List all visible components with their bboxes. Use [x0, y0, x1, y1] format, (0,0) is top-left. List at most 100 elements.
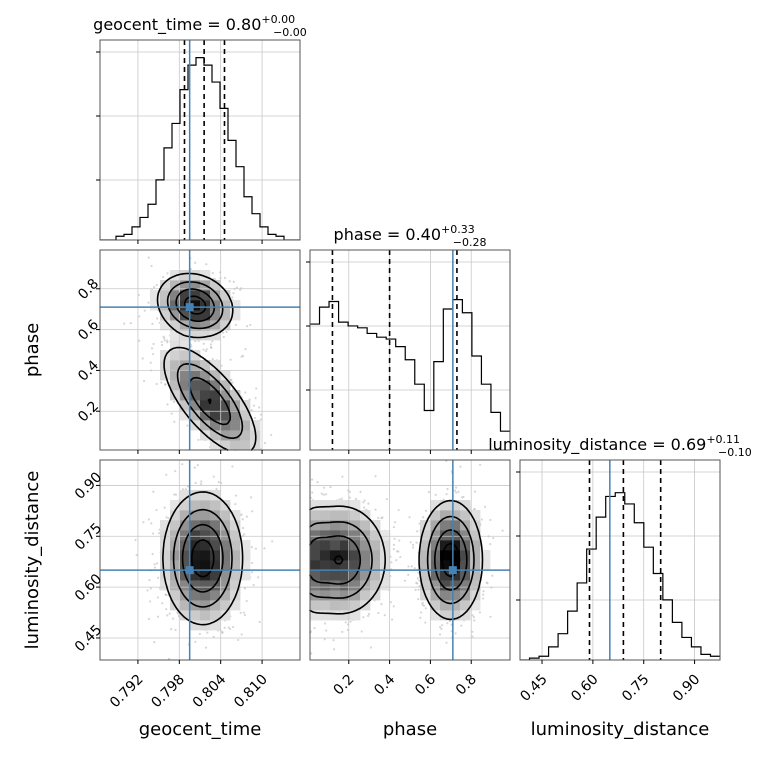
density-cell	[190, 410, 201, 421]
sample-point	[263, 547, 266, 550]
density-cell	[430, 520, 441, 531]
sample-point	[252, 584, 255, 587]
density-cell	[190, 380, 201, 391]
density-cell	[220, 380, 231, 391]
contour-geocent_time-phase-0.5-sigma	[156, 272, 257, 451]
sample-point	[204, 646, 208, 649]
sample-point	[453, 489, 457, 492]
sample-point	[250, 496, 253, 499]
sample-point	[424, 509, 428, 512]
density-cell	[330, 600, 341, 611]
sample-point	[150, 264, 153, 268]
sample-point	[239, 611, 242, 614]
density-cell	[430, 580, 441, 591]
density-cell	[350, 590, 361, 601]
density-cell	[170, 530, 181, 541]
panel-frame-geocent_time-geocent_time	[99, 39, 301, 241]
sample-point	[478, 611, 482, 614]
xtick-label-phase: 0.2	[330, 671, 357, 698]
sample-point	[164, 593, 167, 596]
density-cell	[330, 560, 341, 571]
sample-point	[250, 409, 253, 412]
contour-phase-luminosity_distance-0.5-sigma	[309, 499, 484, 621]
density-cell	[220, 520, 231, 531]
density-cell	[220, 440, 231, 451]
sample-point	[166, 403, 169, 406]
sample-point	[363, 499, 366, 502]
sample-point	[349, 620, 352, 623]
density-cell	[470, 510, 481, 521]
density-cell	[320, 570, 331, 581]
sample-point	[255, 387, 258, 390]
sample-point	[240, 633, 243, 636]
sample-point	[332, 639, 335, 642]
density-cell	[320, 610, 331, 621]
density-cell	[200, 570, 211, 581]
density-cell	[470, 540, 481, 551]
density-cell	[180, 580, 191, 591]
density-cell	[330, 610, 341, 621]
sample-point	[174, 470, 177, 473]
sample-point	[489, 615, 492, 618]
sample-point	[332, 648, 336, 651]
density-cell	[340, 510, 351, 521]
density-cell	[330, 580, 341, 591]
sample-point	[253, 416, 256, 420]
density-cell	[450, 530, 461, 541]
density-cell	[470, 570, 481, 581]
density-cell	[170, 520, 181, 531]
density-cell	[240, 430, 251, 441]
density-cell	[200, 590, 211, 601]
sample-point	[249, 323, 252, 327]
sample-point	[446, 487, 449, 491]
density-cell	[220, 500, 231, 511]
density-cell	[190, 320, 201, 331]
xtick-label-geocent_time: 0.798	[148, 671, 188, 711]
density-cell	[170, 340, 181, 351]
sample-point	[151, 552, 154, 556]
sample-point	[411, 546, 415, 549]
density-cell	[460, 550, 471, 561]
density-cell	[220, 410, 231, 421]
density-cell	[160, 300, 171, 311]
density-cell	[350, 530, 361, 541]
truth-marker-geocent_time-luminosity_distance	[185, 566, 194, 575]
density-layer	[123, 256, 504, 660]
density-cell	[460, 510, 471, 521]
density-cell	[450, 580, 461, 591]
sample-point	[420, 611, 423, 614]
title-lower: −0.28	[453, 236, 487, 249]
density-cell	[380, 580, 391, 591]
sample-point	[252, 404, 256, 407]
density-cell	[190, 330, 201, 341]
text-layer: 0.792 0.798 0.804 0.810 geocent_time 0.2 0.4 0.…	[22, 13, 752, 740]
sample-point	[229, 358, 232, 361]
sample-point	[367, 614, 370, 617]
density-cell	[180, 500, 191, 511]
density-cell	[380, 540, 391, 551]
sample-point	[340, 497, 343, 500]
density-cell	[430, 590, 441, 601]
density-cell	[450, 610, 461, 621]
sample-point	[135, 553, 138, 557]
density-cell	[220, 430, 231, 441]
sample-point	[160, 343, 164, 347]
density-cell	[460, 500, 471, 511]
sample-point	[410, 565, 413, 568]
density-cell	[450, 600, 461, 611]
density-cell	[440, 520, 451, 531]
sample-point	[240, 513, 243, 516]
density-cell	[370, 590, 381, 601]
density-cell	[360, 560, 371, 571]
density-cell	[480, 560, 491, 571]
axis-label-luminosity_distance: luminosity_distance	[531, 719, 710, 740]
sample-point	[194, 261, 197, 264]
sample-point	[446, 622, 449, 625]
density-cell	[360, 570, 371, 581]
density-cell	[340, 500, 351, 511]
density-cell	[180, 590, 191, 601]
sample-point	[162, 275, 165, 279]
density-cell	[200, 270, 211, 281]
density-cell	[470, 580, 481, 591]
density-cell	[190, 390, 201, 401]
